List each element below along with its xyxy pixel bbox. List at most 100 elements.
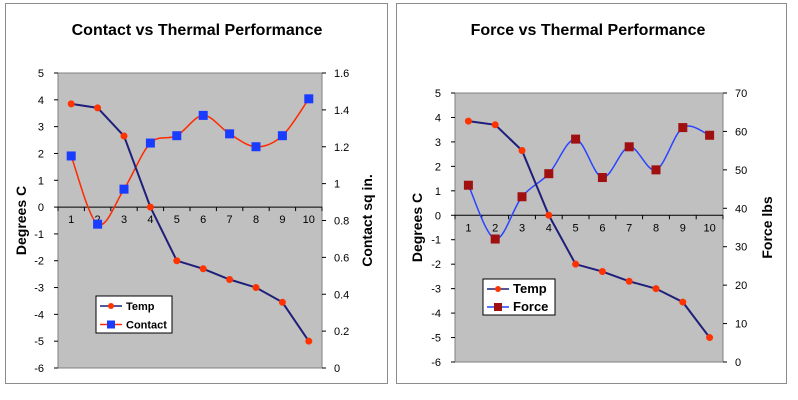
right-y-tick-label: 0 [435,210,441,222]
right-force-point [463,180,473,190]
right-y-tick-label: 5 [435,88,441,100]
left-y2-tick-label: 0 [334,363,340,375]
right-x-tick-label: 4 [546,222,552,234]
left-temp-point [278,298,286,306]
right-y2-tick-label: 40 [735,203,747,215]
right-legend-force-label: Force [513,299,548,314]
right-x-tick-label: 9 [680,222,686,234]
right-y-tick-label: -2 [431,259,441,271]
left-x-tick-label: 8 [253,214,259,226]
left-y2-axis-label: Contact sq in. [359,174,375,267]
left-x-tick-label: 4 [147,214,153,226]
left-contact-point [172,131,182,141]
left-temp-point [305,337,313,345]
right-temp-series-line [468,120,711,339]
left-x-tick-label: 5 [174,214,180,226]
right-x-tick-label: 2 [492,222,498,234]
right-y2-axis-label: Force lbs [759,196,775,258]
right-x-tick-label: 5 [573,222,579,234]
right-force-point [678,123,688,133]
left-y2-tick-label: 1 [334,179,340,191]
right-temp-point [652,285,660,293]
right-force-series-line [467,125,710,240]
left-x-tick-label: 10 [303,214,315,226]
left-temp-point [120,132,128,140]
right-temp-point [464,117,472,125]
right-force-point [544,169,554,179]
left-y-tick-label: -5 [34,336,44,348]
right-y2-tick-label: 70 [735,88,747,100]
left-y2-tick-label: 0.4 [334,289,349,301]
right-force-point [597,173,607,183]
left-x-tick-label: 6 [200,214,206,226]
right-y-tick-label: -4 [431,308,441,320]
left-y-tick-label: 0 [38,202,44,214]
left-temp-point [67,100,75,108]
right-y2-tick-label: 30 [735,242,747,254]
right-x-tick-label: 7 [626,222,632,234]
left-contact-point [119,184,129,194]
left-x-tick-label: 9 [279,214,285,226]
left-y2-tick-label: 0.2 [334,326,349,338]
right-force-point [624,142,634,152]
left-contact-point [145,138,155,148]
right-force-point [517,192,527,202]
left-y-tick-label: -2 [34,256,44,268]
right-y-tick-label: 4 [435,112,441,124]
right-y-tick-label: -5 [431,333,441,345]
left-temp-point [173,257,181,265]
left-contact-point [304,94,314,104]
left-legend-temp-label: Temp [126,301,155,313]
right-temp-point [625,277,633,285]
left-contact-point [251,142,261,152]
right-y-tick-label: 3 [435,137,441,149]
right-chart-title: Force vs Thermal Performance [471,22,706,39]
right-force-point [651,165,661,175]
right-y2-tick-label: 60 [735,126,747,138]
right-force-point [490,234,500,244]
right-y-tick-label: 2 [435,161,441,173]
left-legend-contact-label: Contact [126,320,167,332]
left-contact-point [66,151,76,161]
right-force-point [571,134,581,144]
right-temp-point [545,211,553,219]
left-y2-tick-label: 0.6 [334,252,349,264]
right-y-tick-label: -3 [431,284,441,296]
right-temp-point [598,268,606,276]
right-temp-point [572,260,580,268]
left-contact-point [225,129,235,139]
left-y-tick-label: 4 [38,95,44,107]
left-y2-tick-label: 1.6 [334,68,349,80]
left-x-tick-label: 1 [68,214,74,226]
right-y-axis-label: Degrees C [409,193,425,262]
left-temp-point [226,276,234,283]
right-temp-point [706,334,714,342]
right-legend-temp-marker [495,286,501,292]
right-y-tick-label: -6 [431,357,441,369]
right-temp-point [491,121,499,129]
left-temp-point [252,284,260,292]
right-y2-tick-label: 20 [735,280,747,292]
left-contact-series-line [70,98,310,226]
right-x-tick-label: 6 [599,222,605,234]
left-y-axis-label: Degrees C [13,186,29,255]
left-y-tick-label: -4 [34,309,44,321]
left-chart-title: Contact vs Thermal Performance [72,22,323,39]
left-temp-point [146,203,154,211]
left-y2-tick-label: 1.4 [334,105,349,117]
left-y-tick-label: 2 [38,148,44,160]
left-x-tick-label: 7 [227,214,233,226]
right-force-point [705,130,715,140]
left-legend-temp-marker [108,303,114,309]
left-contact-point [277,131,287,141]
left-y-tick-label: -1 [34,229,44,241]
right-x-tick-label: 3 [519,222,525,234]
right-x-tick-label: 10 [703,222,715,234]
left-contact-point [93,219,103,229]
right-y2-tick-label: 0 [735,357,741,369]
right-legend-temp-label: Temp [513,281,547,296]
left-y-tick-label: 5 [38,68,44,80]
right-x-tick-label: 8 [653,222,659,234]
left-y2-tick-label: 1.2 [334,142,349,154]
